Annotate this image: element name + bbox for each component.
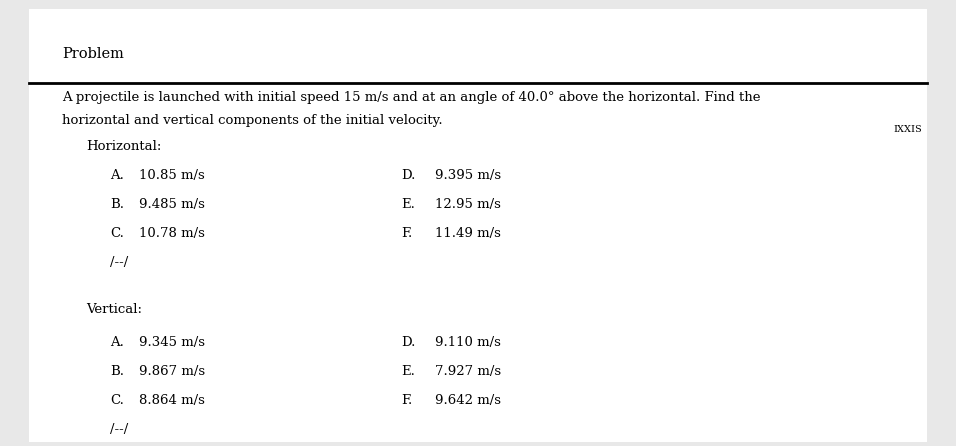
Text: 8.864 m/s: 8.864 m/s <box>139 394 205 407</box>
Text: D.: D. <box>402 169 416 182</box>
Text: D.: D. <box>402 336 416 349</box>
Text: F.: F. <box>402 394 413 407</box>
Text: 9.110 m/s: 9.110 m/s <box>435 336 501 349</box>
Text: 10.78 m/s: 10.78 m/s <box>139 227 205 240</box>
Text: /--/: /--/ <box>110 256 128 269</box>
Text: Problem: Problem <box>62 47 124 61</box>
Text: Horizontal:: Horizontal: <box>86 140 162 153</box>
Text: B.: B. <box>110 198 124 211</box>
Text: 7.927 m/s: 7.927 m/s <box>435 365 501 378</box>
Text: IXXIS: IXXIS <box>894 125 923 134</box>
Text: E.: E. <box>402 198 416 211</box>
Text: B.: B. <box>110 365 124 378</box>
Text: 9.642 m/s: 9.642 m/s <box>435 394 501 407</box>
Text: A.: A. <box>110 169 124 182</box>
Text: 12.95 m/s: 12.95 m/s <box>435 198 501 211</box>
Text: 9.345 m/s: 9.345 m/s <box>139 336 205 349</box>
Text: 9.485 m/s: 9.485 m/s <box>139 198 205 211</box>
Text: 10.85 m/s: 10.85 m/s <box>139 169 205 182</box>
Text: 11.49 m/s: 11.49 m/s <box>435 227 501 240</box>
Text: 9.867 m/s: 9.867 m/s <box>139 365 205 378</box>
Text: horizontal and vertical components of the initial velocity.: horizontal and vertical components of th… <box>62 114 443 127</box>
Text: C.: C. <box>110 227 124 240</box>
Text: /--/: /--/ <box>110 423 128 436</box>
Text: A.: A. <box>110 336 124 349</box>
Text: E.: E. <box>402 365 416 378</box>
Text: A projectile is launched with initial speed 15 m/s and at an angle of 40.0° abov: A projectile is launched with initial sp… <box>62 91 761 104</box>
Text: Vertical:: Vertical: <box>86 303 142 316</box>
Text: 9.395 m/s: 9.395 m/s <box>435 169 501 182</box>
Text: F.: F. <box>402 227 413 240</box>
Text: C.: C. <box>110 394 124 407</box>
